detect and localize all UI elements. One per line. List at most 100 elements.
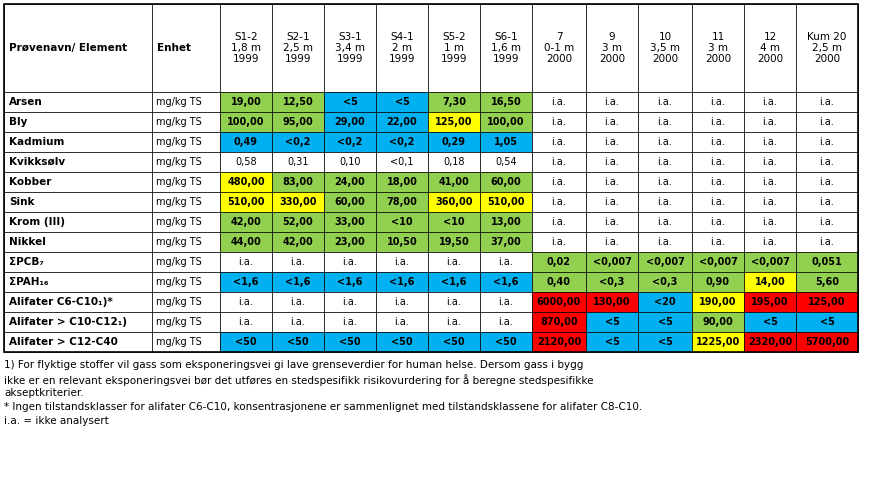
Text: i.a.: i.a. [446,317,460,327]
Text: i.a.: i.a. [342,297,357,307]
Text: 7
0-1 m
2000: 7 0-1 m 2000 [543,32,574,64]
Bar [638,332,691,352]
Text: 510,00: 510,00 [227,197,265,207]
Bar [4,112,152,132]
Text: 42,00: 42,00 [231,217,261,227]
Bar [427,272,480,292]
Bar [480,332,531,352]
Text: <1,6: <1,6 [389,277,414,287]
Bar [4,212,152,232]
Text: mg/kg TS: mg/kg TS [156,197,202,207]
Bar [691,212,743,232]
Bar [324,312,375,332]
Text: i.a.: i.a. [709,157,724,167]
Text: <0,3: <0,3 [652,277,677,287]
Text: i.a.: i.a. [709,137,724,147]
Bar [795,272,857,292]
Text: 95,00: 95,00 [282,117,313,127]
Text: 14,00: 14,00 [753,277,785,287]
Text: i.a.: i.a. [604,97,618,107]
Bar [531,172,585,192]
Bar [480,112,531,132]
Text: i.a.: i.a. [819,97,833,107]
Bar [152,192,220,212]
Text: i.a.: i.a. [709,217,724,227]
Text: <0,007: <0,007 [750,257,788,267]
Text: i.a.: i.a. [709,97,724,107]
Bar [691,92,743,112]
Text: 100,00: 100,00 [227,117,265,127]
Text: i.a.: i.a. [239,317,253,327]
Bar [220,92,272,112]
Text: i.a.: i.a. [342,317,357,327]
Bar [743,272,795,292]
Text: i.a.: i.a. [709,237,724,247]
Text: i.a.: i.a. [604,137,618,147]
Text: i.a.: i.a. [446,257,460,267]
Bar [795,152,857,172]
Text: Alifater C6-C10₁)*: Alifater C6-C10₁)* [9,297,112,307]
Bar [480,292,531,312]
Text: mg/kg TS: mg/kg TS [156,337,202,347]
Bar [272,172,324,192]
Text: i.a.: i.a. [290,257,305,267]
Text: 9
3 m
2000: 9 3 m 2000 [598,32,624,64]
Bar [152,312,220,332]
Text: 0,29: 0,29 [441,137,466,147]
Bar [585,232,638,252]
Bar [531,332,585,352]
Bar [272,112,324,132]
Text: <10: <10 [391,217,412,227]
Text: i.a.: i.a. [551,137,566,147]
Bar [272,292,324,312]
Text: i.a.: i.a. [551,177,566,187]
Bar [427,312,480,332]
Text: mg/kg TS: mg/kg TS [156,257,202,267]
Bar [691,4,743,92]
Bar [743,232,795,252]
Text: 19,50: 19,50 [438,237,469,247]
Text: 41,00: 41,00 [438,177,469,187]
Text: 100,00: 100,00 [487,117,524,127]
Bar [743,152,795,172]
Bar [531,132,585,152]
Text: i.a.: i.a. [604,157,618,167]
Bar [220,332,272,352]
Bar [324,192,375,212]
Bar [220,192,272,212]
Bar [427,152,480,172]
Bar [585,312,638,332]
Text: <50: <50 [235,337,256,347]
Text: Arsen: Arsen [9,97,43,107]
Bar [585,332,638,352]
Text: 24,00: 24,00 [334,177,365,187]
Bar [272,192,324,212]
Text: i.a.: i.a. [394,297,409,307]
Bar [375,212,427,232]
Bar [427,172,480,192]
Text: Alifater > C12-C40: Alifater > C12-C40 [9,337,118,347]
Bar [638,252,691,272]
Text: i.a.: i.a. [709,177,724,187]
Bar [691,112,743,132]
Bar [743,212,795,232]
Text: 7,30: 7,30 [441,97,466,107]
Text: 52,00: 52,00 [282,217,313,227]
Text: i.a. = ikke analysert: i.a. = ikke analysert [4,415,109,425]
Text: i.a.: i.a. [762,137,776,147]
Text: i.a.: i.a. [762,197,776,207]
Text: <5: <5 [818,317,833,327]
Text: Kvikksølv: Kvikksølv [9,157,65,167]
Bar [427,132,480,152]
Text: i.a.: i.a. [498,257,513,267]
Text: 1,05: 1,05 [494,137,517,147]
Text: <5: <5 [657,337,672,347]
Bar [4,132,152,152]
Bar [375,312,427,332]
Bar [743,112,795,132]
Bar [375,4,427,92]
Bar [638,192,691,212]
Bar [272,332,324,352]
Text: 0,54: 0,54 [495,157,517,167]
Text: <20: <20 [653,297,675,307]
